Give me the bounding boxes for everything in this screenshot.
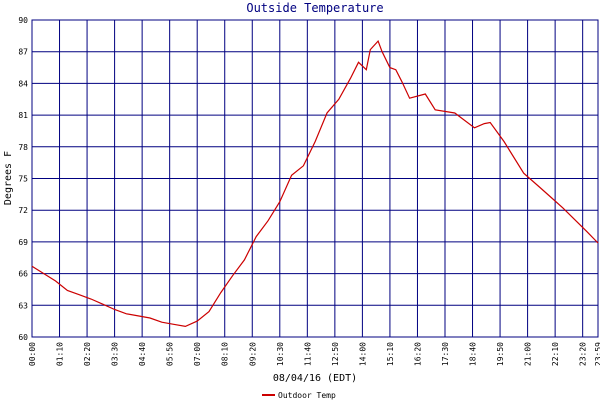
x-tick-label: 16:20 <box>413 342 422 366</box>
x-tick-label: 11:40 <box>303 342 312 366</box>
y-tick-label: 84 <box>18 79 28 88</box>
x-tick-label: 07:00 <box>193 342 202 366</box>
x-tick-label: 09:20 <box>248 342 257 366</box>
y-tick-label: 72 <box>18 206 28 215</box>
x-tick-label: 03:30 <box>111 342 120 366</box>
x-tick-label: 00:00 <box>28 342 37 366</box>
y-tick-label: 90 <box>18 16 28 25</box>
x-tick-label: 15:10 <box>386 342 395 366</box>
x-tick-label: 21:00 <box>524 342 533 366</box>
legend-label: Outdoor Temp <box>278 391 336 400</box>
y-tick-label: 81 <box>18 111 28 120</box>
chart-title: Outside Temperature <box>246 1 383 15</box>
x-tick-label: 17:30 <box>441 342 450 366</box>
x-tick-label: 12:50 <box>331 342 340 366</box>
x-axis-label: 08/04/16 (EDT) <box>273 373 357 384</box>
x-tick-label: 23:20 <box>579 342 588 366</box>
x-tick-label: 04:40 <box>138 342 147 366</box>
x-tick-label: 05:50 <box>166 342 175 366</box>
y-tick-label: 78 <box>18 143 28 152</box>
x-tick-label: 19:50 <box>496 342 505 366</box>
y-tick-label: 66 <box>18 270 28 279</box>
x-tick-label: 01:10 <box>56 342 65 366</box>
x-tick-label: 14:00 <box>358 342 367 366</box>
x-tick-label: 22:10 <box>551 342 560 366</box>
y-tick-label: 69 <box>18 238 28 247</box>
x-tick-label: 23:59 <box>594 342 600 366</box>
y-tick-label: 87 <box>18 48 28 57</box>
x-tick-label: 18:40 <box>469 342 478 366</box>
data-line <box>31 39 599 328</box>
x-tick-label: 02:20 <box>83 342 92 366</box>
y-tick-label: 75 <box>18 175 28 184</box>
x-tick-label: 08:10 <box>221 342 230 366</box>
y-tick-label: 60 <box>18 333 28 342</box>
y-tick-label: 63 <box>18 301 28 310</box>
y-axis-label: Degrees F <box>3 151 14 205</box>
x-tick-label: 10:30 <box>276 342 285 366</box>
